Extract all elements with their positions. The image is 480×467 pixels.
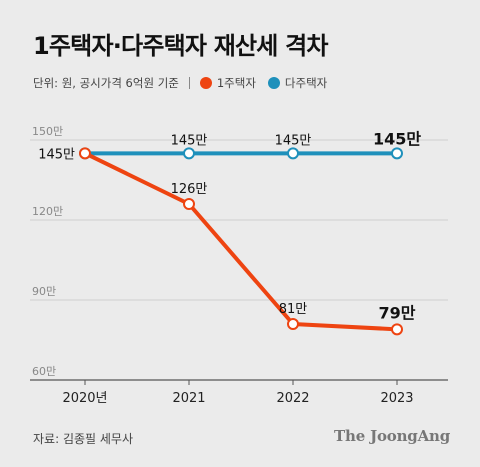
data-point-single-home-3	[391, 323, 403, 336]
single-home-swatch	[199, 77, 212, 89]
legend-label-multi-home: 다주택자	[284, 76, 328, 90]
data-label-multi-home-1: 145만	[171, 133, 208, 148]
x-tick-label-2: 2022	[276, 391, 309, 406]
data-point-multi-home-1	[183, 147, 195, 160]
y-tick-label-60: 60만	[32, 365, 56, 378]
x-tick-label-0: 2020년	[62, 391, 107, 406]
data-label-single-home-1: 126만	[171, 182, 208, 197]
data-label-multi-home-3: 145만	[373, 129, 421, 148]
data-point-multi-home-2	[287, 147, 299, 160]
y-tick-label-90: 90만	[32, 285, 56, 298]
brand-logo: The JoongAng	[334, 427, 450, 445]
y-tick-label-120: 120만	[32, 205, 63, 218]
data-label-single-home-2: 81만	[279, 302, 308, 317]
legend-row: 단위: 원, 공시가격 6억원 기준 1주택자 다주택자	[33, 73, 339, 93]
source-note: 자료: 김종필 세무사	[33, 432, 133, 446]
data-label-multi-home-2: 145만	[275, 133, 312, 148]
data-label-single-home-0: 145만	[38, 147, 75, 162]
legend-label-single-home: 1주택자	[216, 76, 256, 90]
series-line-single-home	[83, 151, 399, 332]
unit-note: 단위: 원, 공시가격 6억원 기준	[33, 76, 179, 90]
legend-item-single-home: 1주택자	[199, 75, 256, 91]
multi-home-swatch	[267, 77, 280, 89]
y-tick-label-150: 150만	[32, 125, 63, 138]
chart-title: 1주택자·다주택자 재산세 격차	[33, 32, 328, 60]
data-point-single-home-2	[287, 318, 299, 330]
x-tick-label-1: 2021	[172, 391, 205, 406]
legend-item-multi-home: 다주택자	[267, 75, 328, 91]
legend-divider	[188, 77, 190, 89]
data-point-single-home-0	[79, 147, 91, 160]
data-label-single-home-3: 79만	[379, 303, 416, 322]
data-point-multi-home-3	[391, 147, 403, 160]
x-tick-label-3: 2023	[380, 391, 413, 406]
data-point-single-home-1	[183, 198, 195, 210]
